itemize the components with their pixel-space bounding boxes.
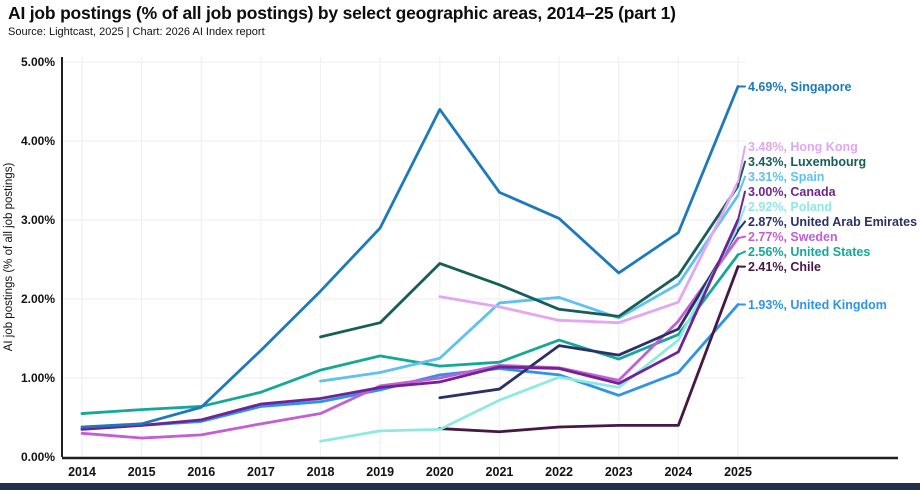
footer-bar [0,483,920,490]
x-tick-label: 2018 [307,465,335,479]
x-tick-label: 2023 [605,465,633,479]
y-tick-label: 0.00% [21,450,55,464]
series-label-connector-luxembourg [737,160,746,188]
series-line-canada [80,218,740,431]
series-label-united-kingdom: 1.93%, United Kingdom [748,298,887,312]
series-label-singapore: 4.69%, Singapore [748,80,852,94]
y-tick-label: 5.00% [21,55,55,69]
series-label-connector-sweden [737,235,746,240]
series-label-united-arab-emirates: 2.87%, United Arab Emirates [748,215,917,229]
series-line-singapore [80,85,740,429]
series-label-connector-united-states [737,250,746,256]
x-tick-label: 2014 [68,465,96,479]
series-label-canada: 3.00%, Canada [748,185,837,199]
y-tick-label: 2.00% [21,292,55,306]
series-line-poland [319,224,740,443]
series-label-poland: 2.92%, Poland [748,200,832,214]
chart-title: AI job postings (% of all job postings) … [8,3,676,23]
x-tick-label: 2019 [366,465,394,479]
series-line-united-states [80,253,740,415]
series-line-spain [319,194,740,383]
chart-source: Source: Lightcast, 2025 | Chart: 2026 AI… [8,26,265,38]
series-label-united-states: 2.56%, United States [748,245,870,259]
series-line-hong-kong [438,180,740,325]
series-label-connector-spain [737,175,746,197]
series-label-chile: 2.41%, Chile [748,260,821,274]
series-line-luxembourg [319,184,740,339]
series-label-sweden: 2.77%, Sweden [748,230,838,244]
y-tick-label: 1.00% [21,371,55,385]
series-label-connector-united-arab-emirates [737,220,746,232]
y-tick-label: 4.00% [21,134,55,148]
series-label-spain: 3.31%, Spain [748,170,824,184]
y-tick-label: 3.00% [21,213,55,227]
series-line-sweden [80,236,740,440]
x-tick-label: 2025 [724,465,752,479]
x-tick-label: 2020 [426,465,454,479]
series-label-connector-poland [737,205,746,228]
x-tick-label: 2021 [486,465,514,479]
x-tick-label: 2015 [128,465,156,479]
series-label-hong-kong: 3.48%, Hong Kong [748,140,858,154]
x-tick-label: 2022 [545,465,573,479]
series-line-united-arab-emirates [438,228,740,400]
x-tick-label: 2024 [664,465,692,479]
x-tick-label: 2016 [187,465,215,479]
series-label-connector-canada [737,190,746,221]
series-label-connector-hong-kong [737,145,746,184]
series-label-luxembourg: 3.43%, Luxembourg [748,155,866,169]
x-tick-label: 2017 [247,465,275,479]
series-line-chile [438,265,740,434]
